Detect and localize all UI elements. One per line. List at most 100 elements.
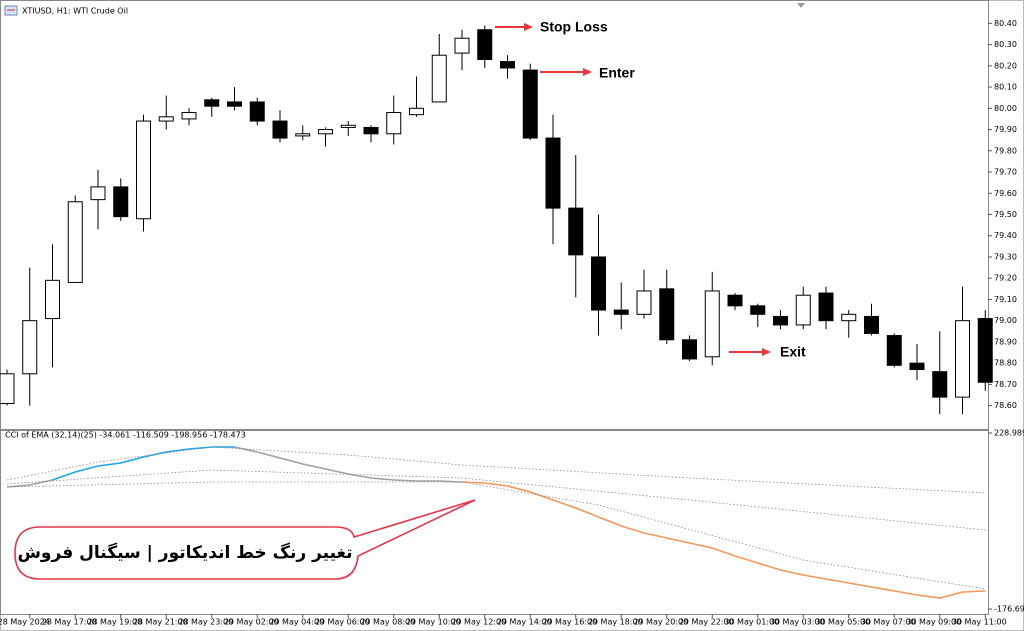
y-tick-label: 79.40 — [994, 231, 1017, 240]
candle-body — [431, 54, 447, 103]
x-tick-label: 29 May 04:00 — [269, 618, 324, 627]
annotation-enter: Enter — [599, 65, 635, 81]
annotations: Stop Loss Enter Exit تغییر رنگ خط اندیکا… — [14, 19, 806, 580]
annotation-exit: Exit — [780, 344, 806, 360]
candle-body — [249, 101, 265, 122]
candle-body — [227, 101, 242, 107]
y-tick-label: 78.90 — [994, 337, 1017, 346]
candle-body — [113, 186, 129, 218]
candle-body — [955, 320, 970, 398]
candle-body — [500, 61, 515, 69]
y-tick-label: 80.00 — [994, 104, 1017, 113]
y-tick-label: 80.40 — [994, 19, 1017, 28]
y-tick-label: 80.20 — [994, 61, 1017, 70]
x-tick-label: 29 May 02:00 — [224, 618, 279, 627]
y-tick-label: 79.20 — [994, 274, 1017, 283]
y-tick-label: 79.60 — [994, 189, 1017, 198]
indicator-panel — [0, 430, 989, 615]
arrow-head — [762, 348, 771, 356]
x-tick-label: 29 May 12:00 — [451, 618, 506, 627]
candle-body — [386, 112, 402, 135]
y-tick-label: 79.10 — [994, 295, 1017, 304]
y-tick-label: 78.80 — [994, 359, 1017, 368]
indicator-band — [6, 469, 986, 531]
x-tick-label: 28 May 17:00 — [42, 618, 97, 627]
x-tick-label: 29 May 20:00 — [633, 618, 688, 627]
y-tick-label: -176.695 — [994, 605, 1024, 614]
x-tick-label: 29 May 14:00 — [497, 618, 552, 627]
candle-body — [204, 99, 220, 107]
symbol-icon — [4, 5, 18, 16]
y-tick-label: 79.70 — [994, 168, 1017, 177]
candle-body — [568, 207, 584, 256]
x-tick-label: 29 May 18:00 — [588, 618, 643, 627]
x-tick-label: 30 May 05:00 — [815, 618, 870, 627]
x-tick-label: 29 May 22:00 — [679, 618, 734, 627]
y-tick-label: 80.30 — [994, 40, 1017, 49]
y-tick-label: 228.989 — [994, 428, 1024, 437]
candle-body — [591, 256, 606, 311]
y-tick-label: 80.10 — [994, 83, 1017, 92]
candle-body — [22, 320, 38, 375]
candle-body — [90, 186, 106, 201]
shift-marker — [797, 3, 805, 8]
candle-body — [67, 201, 83, 283]
candle-body — [363, 126, 379, 135]
x-tick-label: 30 May 01:00 — [724, 618, 779, 627]
x-tick-label: 30 May 09:00 — [906, 618, 961, 627]
indicator-band — [6, 446, 986, 494]
candle-body — [272, 120, 288, 139]
indicator-title: CCI of EMA (32,14)(25) -34.061 -116.509 … — [5, 431, 246, 440]
candle-body — [750, 305, 766, 315]
candle-body — [454, 37, 470, 54]
indicator-line — [6, 446, 463, 488]
callout-text: تغییر رنگ خط اندیکاتور | سیگنال فروش — [17, 542, 352, 563]
callout — [14, 499, 476, 580]
x-tick-label: 28 May 21:00 — [133, 618, 188, 627]
x-tick-label: 30 May 11:00 — [952, 618, 1007, 627]
candle-body — [136, 120, 151, 220]
x-tick-label: 28 May 19:00 — [87, 618, 142, 627]
x-tick-label: 30 May 07:00 — [861, 618, 916, 627]
candle-body — [0, 373, 15, 405]
candle-body — [477, 29, 493, 60]
candle-body — [704, 290, 720, 358]
x-tick-label: 28 May 2024 — [0, 618, 50, 627]
candle-body — [977, 318, 993, 383]
x-tick-label: 29 May 06:00 — [315, 618, 370, 627]
x-tick-label: 30 May 03:00 — [770, 618, 825, 627]
candle-body — [613, 309, 629, 315]
candle-body — [864, 315, 879, 334]
candle-body — [659, 288, 675, 341]
candle-body — [841, 313, 857, 322]
candle-body — [409, 107, 424, 116]
candle-body — [181, 112, 197, 120]
candle-body — [818, 292, 834, 322]
y-tick-label: 78.70 — [994, 380, 1017, 389]
candle-body — [682, 339, 697, 360]
candle-body — [727, 294, 743, 307]
candle-body — [636, 290, 652, 315]
candle-body — [886, 335, 902, 366]
candle-body — [318, 129, 333, 135]
candle-body — [795, 294, 811, 326]
candle-body — [158, 116, 174, 122]
candle-body — [545, 137, 561, 209]
candle-body — [522, 69, 538, 139]
indicator-line — [461, 481, 986, 599]
y-tick-label: 79.30 — [994, 252, 1017, 261]
y-tick-label: 79.80 — [994, 146, 1017, 155]
arrow-head — [524, 23, 533, 31]
y-tick-label: 78.60 — [994, 401, 1017, 410]
candle-body — [932, 371, 948, 398]
candle-body — [295, 133, 311, 137]
x-tick-label: 29 May 08:00 — [360, 618, 415, 627]
chart-title: XTIUSD, H1: WTI Crude Oil — [22, 7, 128, 16]
candle-body — [340, 124, 356, 128]
candle-body — [45, 279, 60, 320]
x-tick-label: 29 May 16:00 — [542, 618, 597, 627]
arrow-head — [583, 68, 592, 76]
y-tick-label: 79.00 — [994, 316, 1017, 325]
y-tick-label: 79.50 — [994, 210, 1017, 219]
